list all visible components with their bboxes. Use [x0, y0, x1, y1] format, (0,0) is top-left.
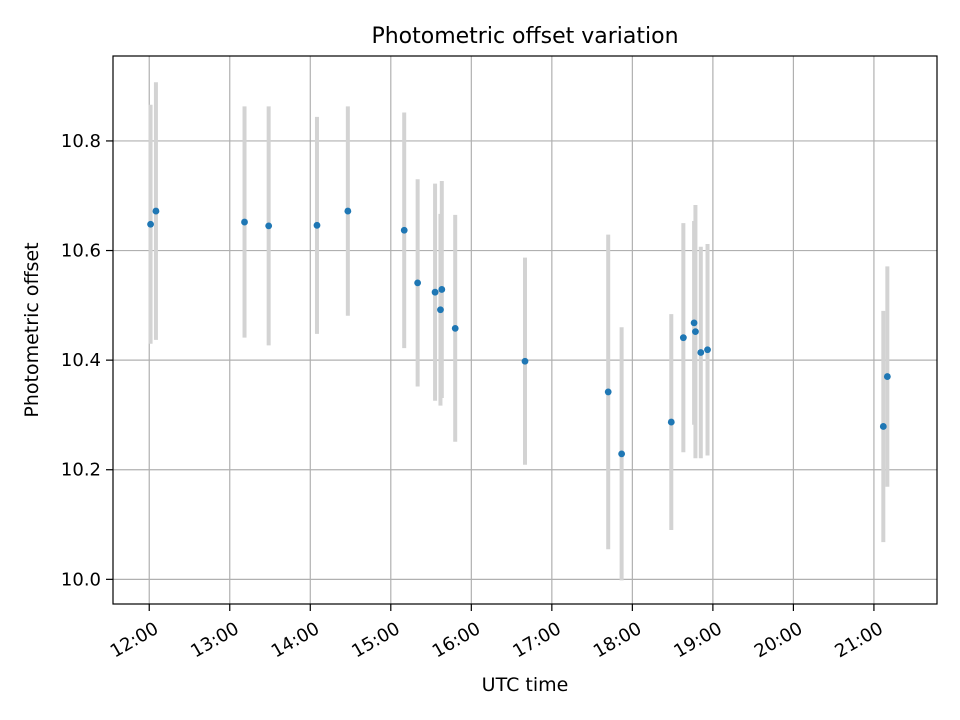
data-point: [431, 288, 439, 296]
data-point: [147, 220, 154, 228]
x-tick-label: 15:00: [348, 618, 403, 662]
data-point: [697, 349, 705, 356]
data-point: [692, 328, 699, 336]
data-point: [704, 346, 711, 354]
data-point: [400, 226, 408, 234]
x-tick-label: 14:00: [268, 618, 323, 662]
data-point: [690, 319, 698, 327]
data-point: [438, 286, 446, 293]
x-tick-label: 18:00: [590, 618, 645, 662]
x-axis-ticks: 12:00 13:00 14:00 15:00 16:00 17:00 18:00 19:00…: [107, 604, 887, 662]
x-tick-label: 13:00: [187, 618, 242, 662]
data-point: [241, 218, 248, 226]
y-tick-label: 10.8: [61, 131, 101, 152]
x-tick-label: 19:00: [670, 618, 725, 662]
x-tick-label: 20:00: [751, 618, 806, 662]
data-point: [437, 306, 444, 314]
x-tick-label: 12:00: [107, 618, 162, 662]
y-tick-label: 10.2: [61, 460, 101, 481]
data-point: [152, 207, 160, 215]
data-point: [879, 423, 887, 430]
x-axis-label: UTC time: [482, 674, 569, 696]
y-axis-label: Photometric offset: [21, 242, 43, 417]
y-tick-label: 10.6: [61, 241, 101, 262]
x-tick-label: 16:00: [429, 618, 484, 662]
plot-area-frame: [112, 55, 938, 605]
error-bars: [148, 82, 890, 581]
data-point: [344, 207, 352, 215]
data-point: [618, 450, 626, 458]
data-point: [265, 222, 273, 230]
x-tick-label: 17:00: [509, 618, 564, 662]
y-tick-label: 10.4: [61, 350, 101, 371]
data-point: [451, 324, 459, 332]
data-point: [414, 279, 422, 287]
data-point: [313, 221, 321, 229]
data-point: [521, 357, 529, 365]
data-point: [604, 388, 612, 396]
y-tick-label: 10.0: [61, 569, 101, 590]
chart-title: Photometric offset variation: [371, 24, 678, 49]
data-point: [883, 373, 891, 380]
data-points: [147, 207, 891, 458]
data-point: [667, 418, 675, 426]
x-tick-label: 21:00: [831, 618, 886, 662]
data-point: [679, 334, 687, 342]
y-axis-ticks: 10.0 10.2 10.4 10.6 10.8: [61, 131, 113, 590]
